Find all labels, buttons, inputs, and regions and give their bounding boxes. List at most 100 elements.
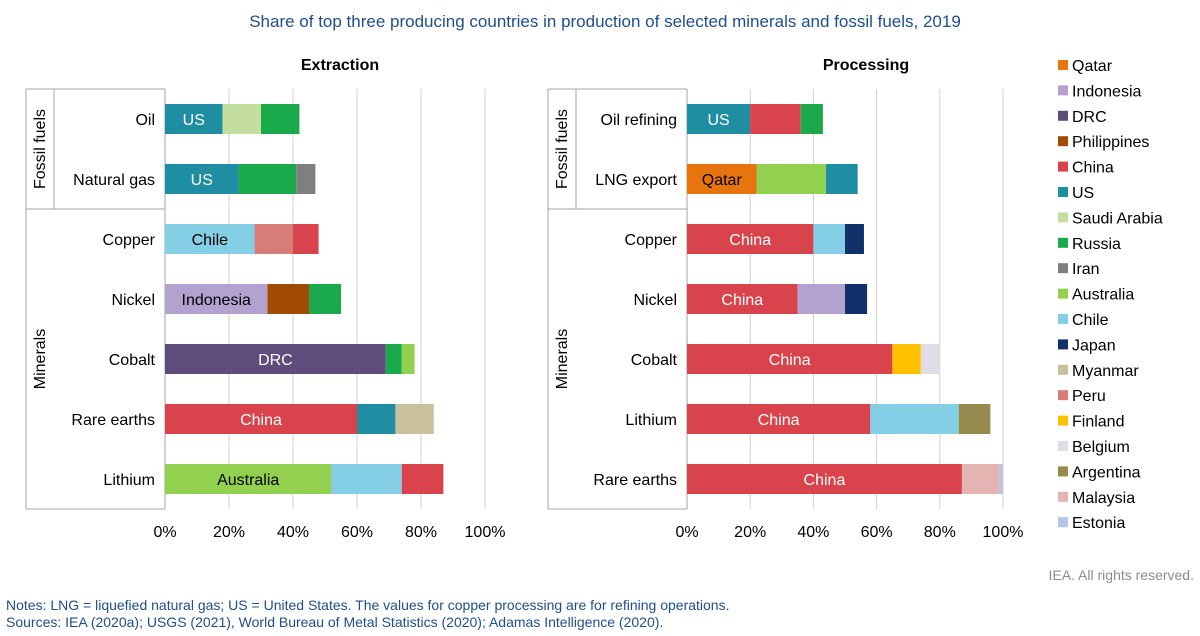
notes-text: Notes: LNG = liquefied natural gas; US =… [6, 597, 730, 613]
bar-nickel-indonesia [165, 284, 268, 314]
bar-oil-refining-china [750, 104, 801, 134]
legend-swatch [1058, 466, 1068, 477]
panel-title: Extraction [301, 57, 379, 74]
row-label: Copper [103, 232, 156, 249]
legend-swatch [1058, 339, 1068, 350]
legend-label: Malaysia [1072, 490, 1135, 507]
bar-label: US [183, 112, 205, 129]
legend-label: Myanmar [1072, 363, 1139, 380]
x-tick-label: 0% [153, 524, 176, 541]
panel-processing: Processing Fossil fuels Minerals Oil refini… [547, 57, 1023, 541]
legend-swatch [1058, 364, 1068, 375]
legend-label: Australia [1072, 287, 1134, 304]
bar-oil-refining-russia [800, 104, 823, 134]
x-tick-label: 80% [405, 524, 437, 541]
legend-item-us: US [1058, 185, 1094, 202]
x-tick-label: 20% [213, 524, 245, 541]
chart-title: Share of top three producing countries i… [249, 12, 961, 31]
legend-label: DRC [1072, 109, 1107, 126]
bar-lithium-australia [165, 464, 332, 494]
bar-label: China [758, 412, 800, 429]
legend-item-chile: Chile [1058, 312, 1109, 329]
legend-swatch [1058, 288, 1068, 299]
bar-rare-earths-china [687, 464, 962, 494]
panel-extraction: Extraction Fossil fuels Minerals Oil US Natur… [25, 57, 505, 541]
legend-label: Finland [1072, 414, 1124, 431]
bar-copper-peru [254, 224, 293, 254]
row-label: Lithium [103, 472, 155, 489]
legend-item-belgium: Belgium [1058, 439, 1130, 456]
legend-swatch [1058, 85, 1068, 96]
row-label: Natural gas [73, 172, 155, 189]
legend-label: Peru [1072, 388, 1106, 405]
credit-text: IEA. All rights reserved. [1048, 567, 1194, 583]
legend-item-saudi-arabia: Saudi Arabia [1058, 210, 1163, 227]
legend-item-myanmar: Myanmar [1058, 363, 1139, 380]
legend-swatch [1058, 491, 1068, 502]
bar-lithium-chile [870, 404, 959, 434]
legend-item-australia: Australia [1058, 287, 1134, 304]
bar-lithium-chile [331, 464, 402, 494]
legend-swatch [1058, 415, 1068, 426]
group-label: Fossil fuels [554, 109, 571, 189]
legend-swatch [1058, 441, 1068, 451]
legend-item-japan: Japan [1058, 337, 1116, 354]
row-label: Rare earths [593, 472, 677, 489]
legend-label: Indonesia [1072, 83, 1141, 100]
bar-label: China [804, 472, 846, 489]
legend-item-philippines: Philippines [1058, 134, 1149, 151]
legend-item-drc: DRC [1058, 109, 1107, 126]
row-label: Oil [135, 112, 155, 129]
legend-swatch [1058, 187, 1068, 197]
legend-label: Iran [1072, 261, 1100, 278]
group-label: Minerals [554, 329, 571, 389]
bar-rare-earths-china [165, 404, 357, 434]
panel-title: Processing [823, 57, 909, 74]
legend-swatch [1058, 212, 1068, 223]
legend-item-malaysia: Malaysia [1058, 490, 1135, 507]
x-tick-label: 60% [341, 524, 373, 541]
legend-item-estonia: Estonia [1058, 515, 1125, 532]
bar-lng-export-australia [756, 164, 827, 194]
bar-label: DRC [258, 352, 293, 369]
bar-oil-russia [261, 104, 300, 134]
legend-label: Belgium [1072, 439, 1130, 456]
x-tick-label: 40% [797, 524, 829, 541]
bar-rare-earths-us [357, 404, 396, 434]
bar-nickel-russia [309, 284, 341, 314]
bar-cobalt-australia [401, 344, 415, 374]
bar-cobalt-russia [385, 344, 402, 374]
legend-swatch [1058, 390, 1068, 401]
legend-label: Saudi Arabia [1072, 210, 1163, 227]
legend-item-finland: Finland [1058, 414, 1124, 431]
bar-nickel-japan [845, 284, 868, 314]
group-label: Minerals [32, 329, 49, 389]
bar-copper-china [293, 224, 319, 254]
bar-natural-gas-iran [296, 164, 316, 194]
legend-item-iran: Iran [1058, 261, 1100, 278]
bar-nickel-china [687, 284, 798, 314]
x-tick-label: 40% [277, 524, 309, 541]
x-tick-label: 60% [861, 524, 893, 541]
legend-item-china: China [1058, 160, 1114, 177]
legend-swatch [1058, 263, 1068, 274]
bar-nickel-indonesia [797, 284, 845, 314]
legend-label: US [1072, 185, 1094, 202]
row-label: Cobalt [631, 352, 678, 369]
legend-item-russia: Russia [1058, 236, 1121, 253]
panels: Extraction Fossil fuels Minerals Oil US Natur… [25, 57, 1023, 541]
bar-rare-earths-malaysia [961, 464, 1000, 494]
legend-label: Philippines [1072, 134, 1149, 151]
row-label: LNG export [595, 172, 677, 189]
bar-oil-us [165, 104, 223, 134]
bar-rare-earths-myanmar [395, 404, 434, 434]
bar-label: Chile [192, 232, 229, 249]
legend-label: Argentina [1072, 464, 1141, 481]
bar-nickel-philippines [267, 284, 309, 314]
group-label: Fossil fuels [32, 109, 49, 189]
x-tick-label: 20% [734, 524, 766, 541]
bar-lng-export-us [826, 164, 858, 194]
legend-label: Qatar [1072, 58, 1113, 75]
bar-label: China [729, 232, 771, 249]
row-label: Nickel [111, 292, 155, 309]
